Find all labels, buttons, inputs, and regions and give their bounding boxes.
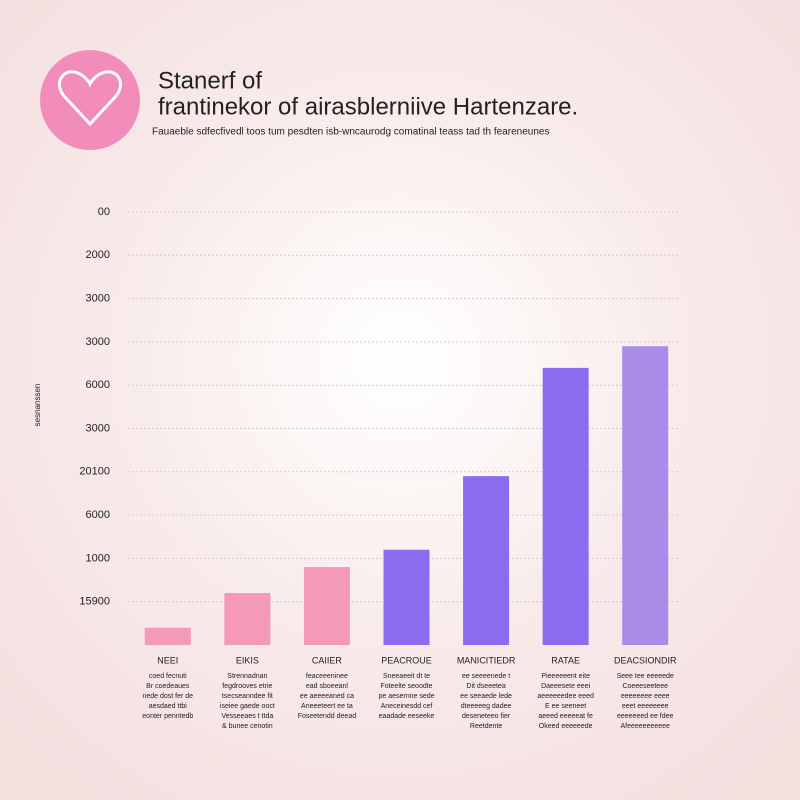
subtitle: Fauaeble sdfecfivedl toos tum pesdten is… <box>152 127 549 138</box>
x-tick-label: PEACROUE <box>381 655 432 665</box>
y-tick-label: 15900 <box>79 596 110 608</box>
category-note: aesdaed ttbi <box>149 703 188 710</box>
x-tick-label: DEACSIONDIR <box>614 655 677 665</box>
category-note: feaceeeninee <box>306 673 348 680</box>
x-tick-label: EIKIS <box>236 655 259 665</box>
bar <box>224 593 271 645</box>
category-note: Strennadnan <box>227 673 267 680</box>
category-note: ead sboeeanl <box>306 683 348 690</box>
category-note: Okeed eeeeeede <box>539 723 593 730</box>
category-note: eeeeeeee eeee <box>621 693 670 700</box>
category-note: Coeeeseeteee <box>622 683 668 690</box>
category-note: fegdrooves etrie <box>222 683 272 690</box>
bar <box>542 367 589 645</box>
category-note: Aneceinesdd cef <box>381 703 433 710</box>
y-tick-label: 2000 <box>86 249 110 261</box>
bar <box>144 627 191 645</box>
y-tick-label: 6000 <box>86 379 110 391</box>
category-note: eeeeeeed ee fdee <box>617 713 674 720</box>
x-tick-label: MANICITIEDR <box>457 655 516 665</box>
y-tick-label: 3000 <box>86 293 110 305</box>
category-note: iseiee gaede ooct <box>220 703 275 710</box>
category-note: Sneeaeeit dt te <box>383 673 430 680</box>
x-tick-label: CAIIER <box>312 655 343 665</box>
category-note: eonter penntedb <box>142 713 193 720</box>
category-note: tsecseanndee fit <box>222 693 273 700</box>
category-note: deseneteeo fier <box>462 713 511 720</box>
category-note: Aneeeteert ee ta <box>301 703 353 710</box>
y-tick-label: 3000 <box>86 422 110 434</box>
y-tick-label: 3000 <box>86 336 110 348</box>
category-note: Pieeeeeent eite <box>541 673 590 680</box>
category-note: aeeed eeeeeat fe <box>538 713 593 720</box>
y-axis-label: sesnanssen <box>33 384 42 427</box>
bar <box>303 567 350 645</box>
category-note: & bunee cenotin <box>222 723 273 730</box>
category-note: Vesseeaes t ttda <box>221 713 273 720</box>
category-note: aeeeeeedee eeed <box>537 693 594 700</box>
y-tick-label: 20100 <box>79 466 110 478</box>
bar <box>463 476 510 645</box>
x-tick-label: NEEI <box>157 655 178 665</box>
category-note: Reetdente <box>470 723 502 730</box>
category-note: coed fecnuti <box>149 673 187 680</box>
title-line: Stanerf of <box>158 67 262 94</box>
category-note: Afeeeeeeeeeee <box>620 723 670 730</box>
category-note: Seee tee eeeeede <box>617 673 674 680</box>
y-tick-label: 00 <box>98 206 110 218</box>
category-note: Daeeesete eeei <box>541 683 590 690</box>
bar <box>383 549 430 645</box>
category-note: nede dost fer de <box>142 693 193 700</box>
title-line: frantinekor of airasblerniive Hartenzare… <box>158 93 578 120</box>
heart-icon <box>58 70 122 127</box>
category-note: Foteelte seoodte <box>380 683 432 690</box>
category-note: eaadade eeseeke <box>379 713 435 720</box>
category-note: pe aesernne sede <box>378 693 434 700</box>
y-tick-label: 1000 <box>86 552 110 564</box>
category-note: dteeeeeg dadee <box>461 703 512 710</box>
logo-circle <box>40 50 140 150</box>
x-tick-label: RATAE <box>551 655 580 665</box>
bar <box>622 346 669 645</box>
category-note: Foseetendd deead <box>298 713 356 720</box>
category-note: E ee seeneet <box>545 703 586 710</box>
category-note: ee aeeeeaned ca <box>300 693 354 700</box>
y-tick-label: 6000 <box>86 509 110 521</box>
category-note: Br coedeaues <box>146 683 190 690</box>
category-note: Dit dseeetea <box>466 683 505 690</box>
category-note: ee seeaede lede <box>460 693 512 700</box>
category-note: ee seeeenede t <box>462 673 510 680</box>
category-note: eeet eeeeeeee <box>622 703 669 710</box>
